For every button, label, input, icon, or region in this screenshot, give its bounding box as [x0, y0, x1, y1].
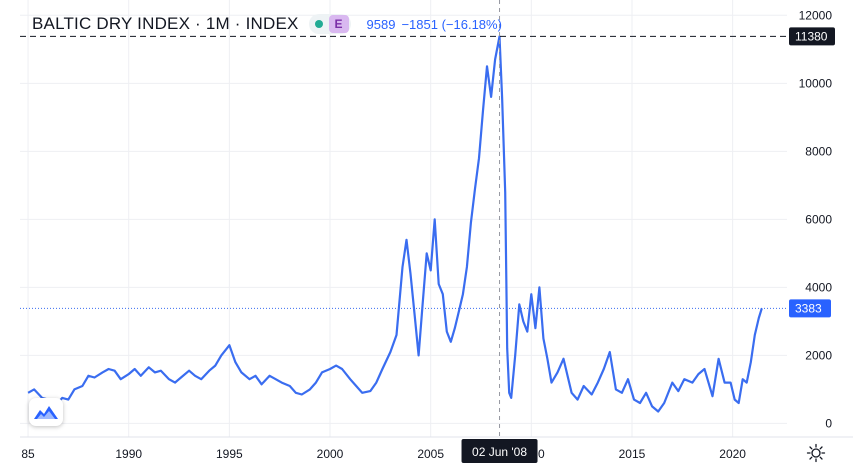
y-tick-label: 2000 — [805, 348, 832, 362]
x-tick-label: 2020 — [719, 447, 746, 461]
y-tick-label: 10000 — [799, 76, 833, 90]
status-pill[interactable]: E — [308, 14, 351, 34]
y-tick-label: 0 — [825, 416, 832, 430]
series-line-bdi — [27, 35, 763, 413]
crosshair-date-text: 02 Jun '08 — [472, 445, 527, 459]
market-status-dot-icon — [314, 20, 323, 28]
y-axis: 0 2000 4000 6000 8000 10000 12000 — [799, 8, 833, 430]
x-tick-label: 1990 — [115, 447, 142, 461]
x-tick-label: 2000 — [317, 447, 344, 461]
y-tick-label: 6000 — [805, 212, 832, 226]
y-tick-label: 4000 — [805, 280, 832, 294]
settings-gear-glyph — [806, 443, 826, 463]
crosshair-date-label: 02 Jun '08 — [461, 439, 538, 463]
symbol-title[interactable]: BALTIC DRY INDEX · 1M · INDEX — [32, 14, 299, 33]
chart-legend-header: BALTIC DRY INDEX · 1M · INDEX E 9589 −18… — [32, 12, 502, 36]
quote-values: 9589 −1851 (−16.18%) — [367, 17, 502, 32]
events-badge[interactable]: E — [328, 15, 349, 33]
x-tick-label: 1995 — [216, 447, 243, 461]
x-axis: 851990199520002005201020152020 — [20, 436, 853, 461]
tradingview-logo-icon[interactable] — [29, 398, 63, 426]
x-tick-label: 85 — [21, 447, 35, 461]
change-value: −1851 (−16.18%) — [401, 16, 502, 32]
last-value: 9589 — [366, 16, 396, 32]
chart-grid — [20, 0, 787, 437]
x-tick-label: 2015 — [619, 447, 646, 461]
crosshair-price-text: 11380 — [795, 29, 828, 43]
last-price-label: 3383 — [789, 299, 831, 318]
y-tick-label: 12000 — [799, 8, 833, 22]
crosshair-price-label: 11380 — [789, 27, 835, 46]
last-price-text: 3383 — [795, 301, 822, 315]
gear-icon[interactable] — [805, 442, 827, 464]
logo-mountain-icon — [34, 406, 58, 419]
y-tick-label: 8000 — [805, 144, 832, 158]
x-tick-label: 2005 — [417, 447, 444, 461]
